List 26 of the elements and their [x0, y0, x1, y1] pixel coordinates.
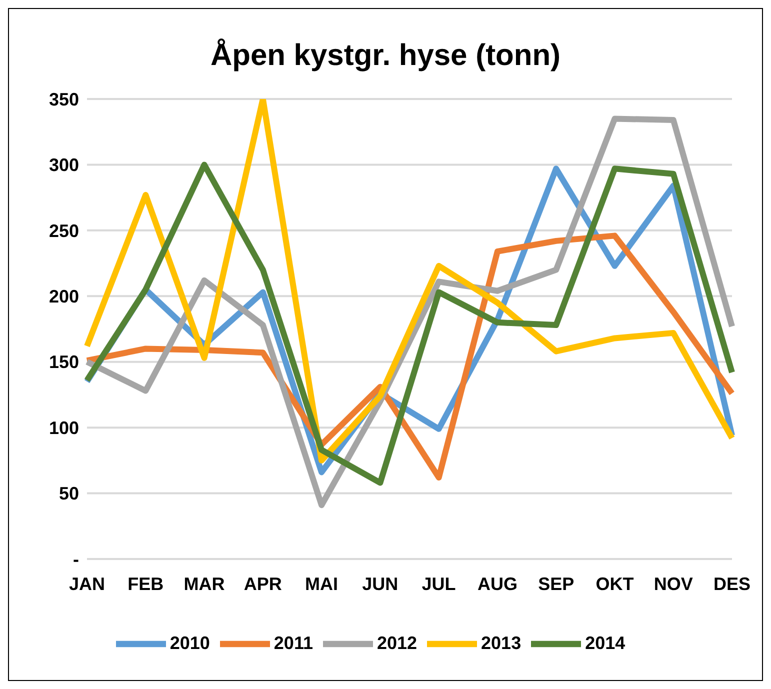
x-tick-label: JUN	[362, 574, 398, 594]
x-tick-label: APR	[244, 574, 282, 594]
x-tick-label: OKT	[596, 574, 634, 594]
x-tick-label: DES	[713, 574, 751, 594]
y-tick-label: 200	[48, 286, 79, 307]
x-tick-label: JUL	[422, 574, 456, 594]
x-tick-label: JAN	[68, 574, 106, 594]
x-tick-label: MAR	[184, 574, 225, 594]
x-tick-label: FEB	[128, 574, 164, 594]
legend-label: 2012	[376, 632, 418, 653]
y-tick-label: 350	[48, 89, 79, 110]
x-tick-label: SEP	[538, 574, 574, 594]
x-tick-label: NOV	[654, 574, 693, 594]
y-tick-label: -	[73, 549, 79, 570]
x-tick-label: MAI	[305, 574, 338, 594]
legend-label: 2014	[585, 632, 626, 653]
y-tick-label: 250	[48, 220, 79, 241]
legend-label: 2011	[274, 632, 313, 653]
y-tick-label: 50	[58, 484, 79, 504]
y-tick-label: 300	[48, 155, 79, 176]
legend-label: 2010	[170, 632, 210, 653]
chart-title: Åpen kystgr. hyse (tonn)	[209, 39, 562, 74]
y-tick-label: 150	[48, 352, 79, 372]
x-tick-label: AUG	[477, 574, 518, 594]
legend-label: 2013	[481, 632, 522, 653]
y-tick-label: 100	[48, 418, 79, 438]
